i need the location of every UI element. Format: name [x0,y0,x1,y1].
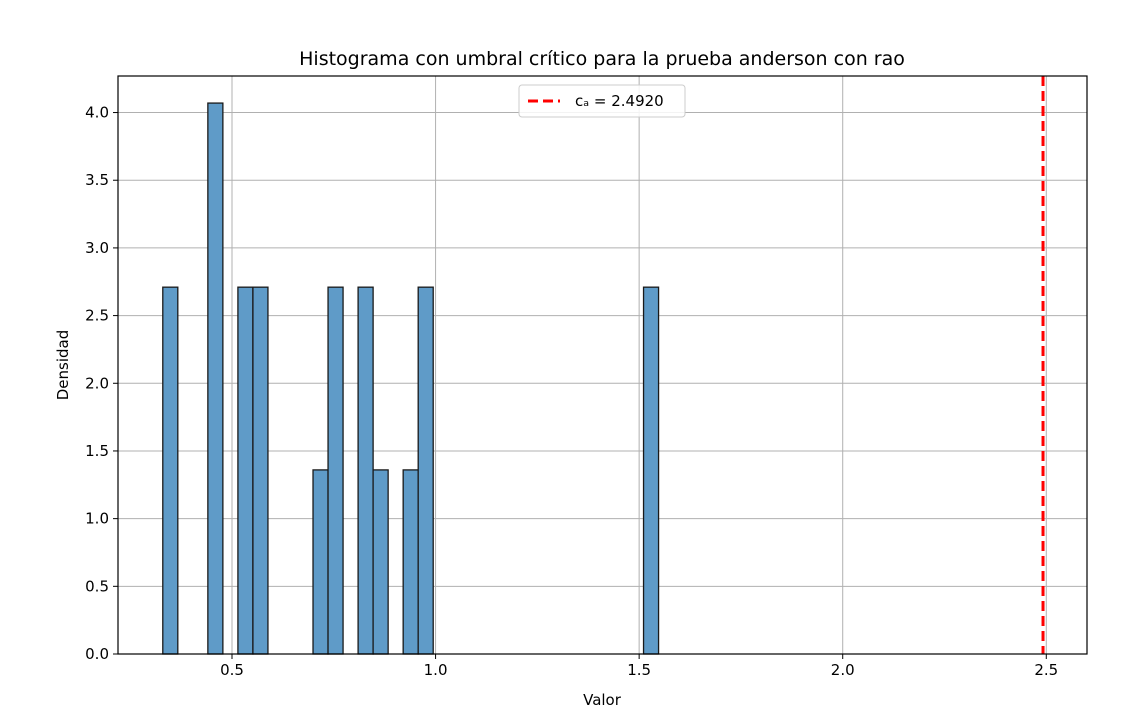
x-tick-label: 2.0 [831,661,855,679]
y-tick-label: 3.5 [85,171,109,189]
y-tick-label: 0.0 [85,645,109,663]
histogram-bar [252,286,269,655]
histogram-bar [237,286,254,655]
histogram-bar [207,102,224,655]
x-tick-label: 0.5 [220,661,244,679]
y-tick-label: 3.0 [85,239,109,257]
y-tick-label: 2.5 [85,307,109,325]
y-tick-label: 1.5 [85,442,109,460]
histogram-bar [357,286,374,655]
x-tick-label: 1.5 [627,661,651,679]
histogram-bar [642,286,660,655]
x-tick-label: 1.0 [424,661,448,679]
legend-box [518,84,686,118]
y-tick-label: 1.0 [85,510,109,528]
y-tick-label: 0.5 [85,577,109,595]
legend-label: cₐ = 2.4920 [575,92,664,110]
y-tick-label: 2.0 [85,374,109,392]
histogram-bar [312,469,329,655]
legend: cₐ = 2.4920 [518,84,686,118]
y-axis-label: Densidad [54,330,72,401]
x-tick-label: 2.5 [1034,661,1058,679]
y-tick-label: 4.0 [85,104,109,122]
x-axis-label: Valor [583,691,622,709]
chart-title: Histograma con umbral crítico para la pr… [299,48,905,70]
x-axis-ticks: 0.5 1.0 1.5 2.0 2.5 [220,654,1058,679]
histogram-bar [372,469,389,655]
histogram-bars [162,102,660,655]
y-axis-ticks: 0.0 0.5 1.0 1.5 2.0 2.5 3.0 3.5 4.0 [85,104,118,663]
histogram-bar [327,286,344,655]
plot-area-frame [117,75,1088,655]
histogram-bar [162,286,179,655]
histogram-bar [417,286,434,655]
histogram-bar [402,469,419,655]
